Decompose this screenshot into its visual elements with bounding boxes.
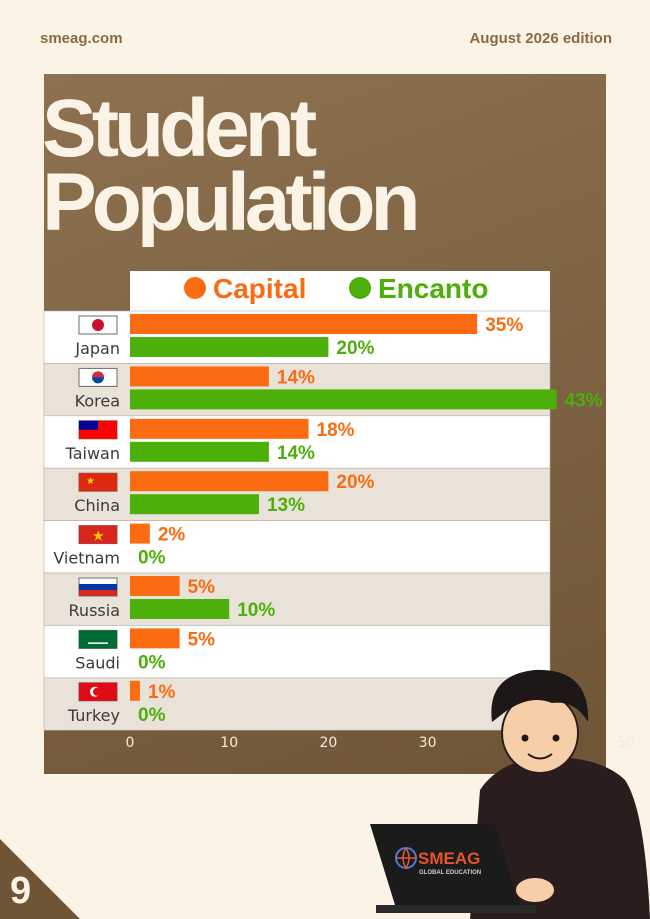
data-label-encanto: 14%: [277, 443, 315, 464]
data-label-capital: 18%: [317, 420, 355, 441]
data-label-encanto: 43%: [565, 390, 603, 411]
flag-vietnam-star: ★: [92, 529, 105, 545]
data-label-encanto: 0%: [138, 548, 166, 569]
legend-label-encanto: Encanto: [378, 273, 488, 304]
flag-china-field: [79, 473, 117, 492]
bar-encanto: [130, 337, 329, 357]
laptop-logo-tagline: GLOBAL EDUCATION: [419, 870, 481, 876]
category-label: China: [74, 496, 120, 515]
laptop-logo-name: SMEAG: [418, 849, 480, 868]
legend-label-capital: Capital: [213, 273, 306, 304]
data-label-encanto: 0%: [138, 705, 166, 726]
category-label: Korea: [75, 391, 120, 410]
x-tick-label: 10: [220, 735, 238, 751]
category-label: Saudi: [75, 653, 120, 672]
bar-encanto: [130, 599, 230, 619]
category-label: Turkey: [67, 706, 120, 725]
x-tick-label: 50: [617, 735, 635, 751]
bar-capital: [130, 523, 150, 544]
row-background: [43, 572, 551, 626]
bar-capital: [130, 314, 478, 334]
data-label-capital: 1%: [148, 682, 176, 703]
flag-japan-disc: [92, 319, 104, 331]
site-url: smeag.com: [40, 30, 123, 47]
page-corner: [0, 839, 80, 919]
flag-korea-half: [92, 371, 104, 378]
bar-capital: [130, 628, 180, 649]
x-tick-label: 30: [419, 735, 437, 751]
bar-encanto: [130, 441, 269, 462]
bar-capital: [130, 366, 269, 387]
flag-china-star: ★: [86, 476, 95, 487]
row-background: [43, 625, 551, 679]
data-label-encanto: 13%: [267, 495, 305, 516]
flag-saudi-sword: [88, 642, 108, 644]
page-title-line2: Population: [42, 157, 421, 248]
bar-capital: [130, 471, 329, 492]
data-label-capital: 5%: [188, 629, 216, 650]
bar-capital: [130, 418, 309, 439]
data-label-encanto: 10%: [237, 600, 275, 621]
data-label-capital: 14%: [277, 367, 315, 388]
flag-saudi-field: [79, 630, 117, 649]
bar-capital: [130, 576, 180, 596]
flag-turkey-crescent-cut: [93, 687, 101, 696]
category-label: Japan: [74, 339, 120, 358]
page-number: 9: [10, 870, 32, 912]
flag-taiwan-canton: [79, 420, 98, 430]
flag-russia-red: [79, 590, 117, 596]
flag-russia-blue: [79, 584, 117, 590]
category-label: Taiwan: [65, 444, 120, 463]
edition-label: August 2026 edition: [469, 30, 612, 47]
legend-marker-encanto: [349, 277, 371, 299]
x-tick-label: 20: [319, 735, 337, 751]
data-label-encanto: 20%: [336, 338, 374, 359]
data-label-capital: 2%: [158, 525, 186, 546]
category-label: Vietnam: [53, 549, 120, 568]
category-label: Russia: [69, 601, 120, 620]
data-label-capital: 35%: [485, 315, 523, 336]
data-label-capital: 20%: [336, 472, 374, 493]
page-title-line1: Student: [42, 83, 317, 174]
data-label-encanto: 0%: [138, 652, 166, 673]
legend-marker-capital: [184, 277, 206, 299]
bar-encanto: [130, 389, 557, 410]
row-background: [43, 520, 551, 574]
row-background: [43, 677, 551, 731]
data-label-capital: 5%: [188, 577, 216, 598]
bar-encanto: [130, 494, 259, 515]
flag-vietnam-field: [79, 525, 117, 544]
student-illustration: SMEAG GLOBAL EDUCATION: [370, 669, 650, 919]
bar-capital: [130, 680, 140, 701]
x-tick-label: 0: [126, 735, 135, 751]
